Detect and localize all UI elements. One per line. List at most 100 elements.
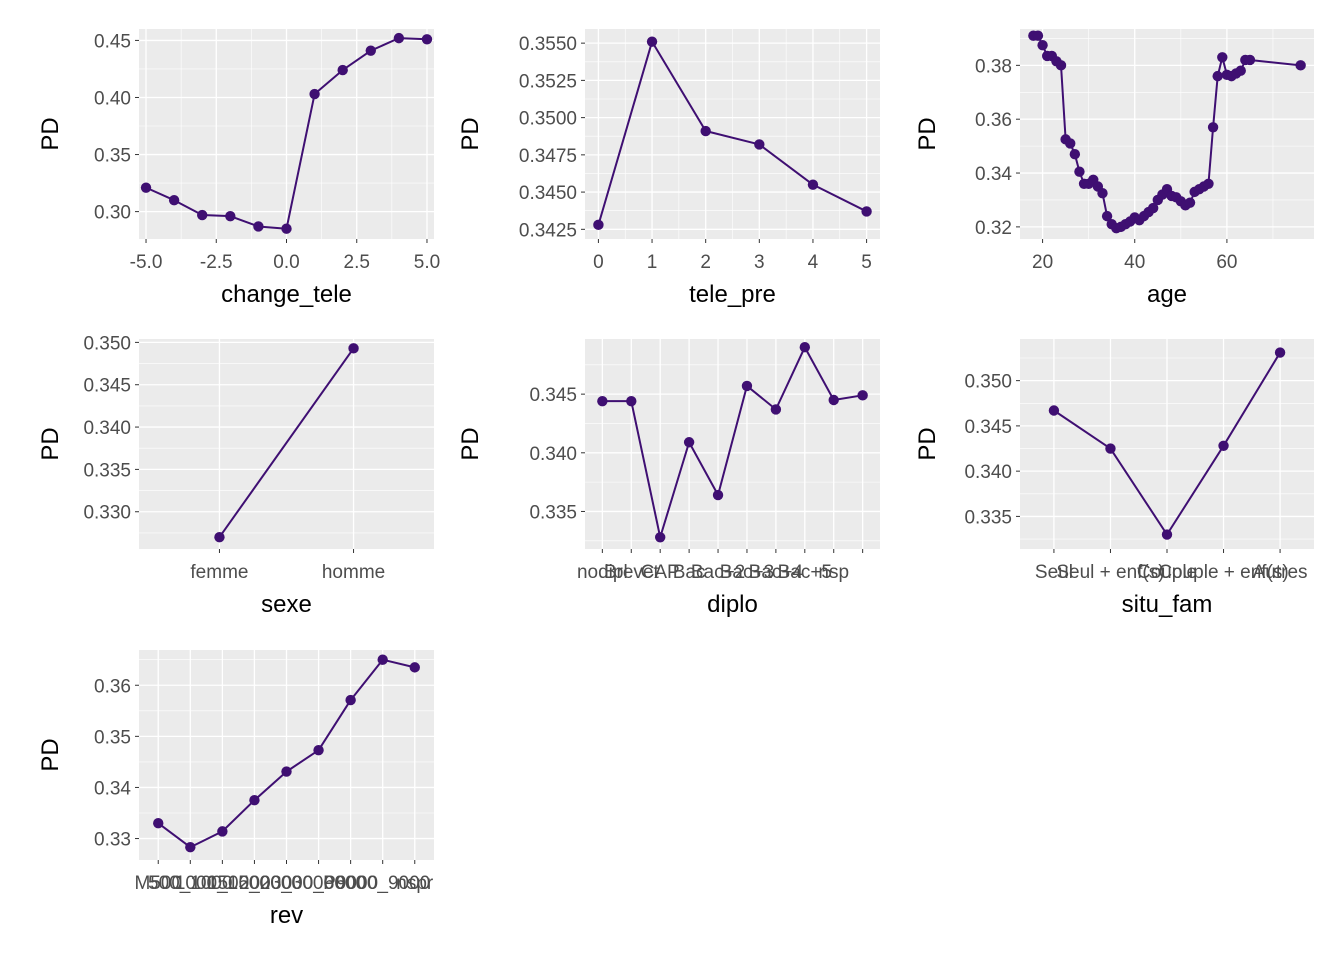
x-tick-label: M500 [134, 873, 182, 894]
data-point [253, 221, 264, 232]
y-tick-label: 0.3500 [519, 109, 577, 130]
y-tick-label: 0.335 [83, 460, 131, 481]
data-point [197, 209, 208, 221]
x-tick-label: 2.5 [344, 252, 370, 273]
data-point [754, 139, 765, 150]
y-tick-label: 0.350 [964, 372, 1012, 393]
x-axis-title: diplo [707, 591, 758, 618]
data-point [683, 437, 695, 448]
data-point [799, 342, 811, 353]
x-tick-label: Bac+5 [778, 562, 832, 583]
data-point [700, 125, 711, 137]
data-point [1037, 39, 1048, 51]
y-tick-label: 0.33 [94, 830, 131, 851]
data-point [1055, 60, 1067, 71]
x-tick-label: 3000_6000 [271, 873, 366, 894]
pd-panel-sexe: 0.330 0.335 0.340 0.345 0.350 femme homme sexe P… [37, 333, 434, 618]
x-axis-title: tele_pre [689, 281, 776, 308]
y-tick-label: 0.35 [94, 727, 131, 748]
x-tick-label: 1000_1500 [175, 873, 270, 894]
data-point [807, 179, 819, 190]
x-tick-label: homme [322, 562, 385, 583]
data-point [348, 343, 359, 354]
x-tick-label: 2000_3000 [239, 873, 334, 894]
data-point [185, 842, 196, 853]
x-tick-label: -5.0 [130, 252, 163, 273]
data-point [365, 45, 376, 56]
y-tick-label: 0.340 [529, 444, 577, 465]
pd-panel-diplo: 0.3350.3400.345nodiplBrevetCAPBacBac+2Ba… [457, 339, 880, 618]
data-point [1184, 197, 1196, 208]
data-point [281, 766, 292, 777]
data-point [626, 395, 637, 407]
x-tick-label: 1500_2000 [207, 873, 302, 894]
data-point [345, 694, 356, 706]
data-point [1105, 443, 1116, 454]
y-tick-label: 0.32 [975, 218, 1012, 239]
data-point [1069, 148, 1081, 160]
x-tick-label: 5.0 [414, 252, 440, 273]
data-point [770, 404, 782, 415]
x-tick-label: nsp [818, 562, 849, 583]
x-tick-label: Bac+3 [720, 562, 774, 583]
x-tick-label: Autres [1253, 562, 1308, 583]
y-axis-title: PD [37, 427, 64, 460]
x-tick-label: femme [190, 562, 248, 583]
x-tick-label: 20 [1032, 252, 1053, 273]
pd-panel-rev: 0.33 0.34 0.35 0.36 M500500_10001000_1500150… [37, 650, 434, 929]
data-point [646, 36, 658, 47]
series-line [602, 346, 863, 539]
y-tick-label: 0.345 [83, 376, 131, 397]
data-point [1235, 65, 1246, 76]
y-tick-label: 0.350 [83, 333, 131, 354]
x-tick-label: 1 [647, 252, 658, 273]
x-tick-label: CAP [641, 562, 680, 583]
data-point [140, 182, 152, 193]
data-point [741, 380, 753, 392]
data-point [313, 744, 324, 756]
data-point [1218, 440, 1229, 452]
data-point [281, 223, 292, 234]
data-point [249, 795, 260, 806]
data-point [337, 64, 348, 76]
y-tick-label: 0.34 [975, 164, 1012, 185]
data-point [861, 206, 872, 217]
x-tick-label: -2.5 [200, 252, 233, 273]
data-point [857, 390, 868, 401]
data-point [654, 532, 666, 543]
data-point [1244, 54, 1256, 66]
x-tick-label: Bac+4 [749, 562, 804, 583]
x-axis-title: age [1147, 281, 1187, 308]
pd-panel-change_tele: 0.30 0.35 0.40 0.45 -5.0 -2.5 0.0 2.5 5.0 change_… [37, 29, 440, 308]
data-point [1274, 347, 1286, 358]
y-tick-label: 0.3450 [519, 183, 577, 204]
pd-panel-age: 0.32 0.34 0.36 0.38 20 40 60 age PD [914, 29, 1314, 308]
data-point [393, 32, 405, 44]
x-tick-label: Couple [1137, 562, 1197, 583]
x-axis-title: rev [270, 902, 303, 929]
x-tick-label: 6000_9000 [335, 873, 430, 894]
y-tick-label: 0.340 [964, 462, 1012, 483]
y-tick-label: 0.45 [94, 31, 131, 52]
x-tick-label: nodipl [577, 562, 628, 583]
x-tick-label: 2 [700, 252, 711, 273]
data-point [409, 662, 420, 673]
x-tick-label: Seul + enf(s) [1056, 562, 1164, 583]
y-tick-label: 0.30 [94, 203, 131, 224]
y-axis-title: PD [37, 738, 64, 771]
y-tick-label: 0.345 [529, 385, 577, 406]
x-tick-label: 40 [1124, 252, 1145, 273]
data-point [1207, 122, 1219, 133]
data-point [1217, 52, 1228, 63]
data-point [1161, 529, 1173, 540]
y-axis-title: PD [37, 117, 64, 150]
y-tick-label: 0.335 [964, 507, 1012, 528]
data-point [225, 210, 236, 222]
x-tick-label: 60 [1216, 252, 1237, 273]
x-tick-label: P9000 [323, 873, 378, 894]
data-point [1074, 166, 1085, 177]
y-tick-label: 0.36 [975, 110, 1012, 131]
data-point [377, 654, 388, 665]
y-axis-title: PD [457, 117, 484, 150]
